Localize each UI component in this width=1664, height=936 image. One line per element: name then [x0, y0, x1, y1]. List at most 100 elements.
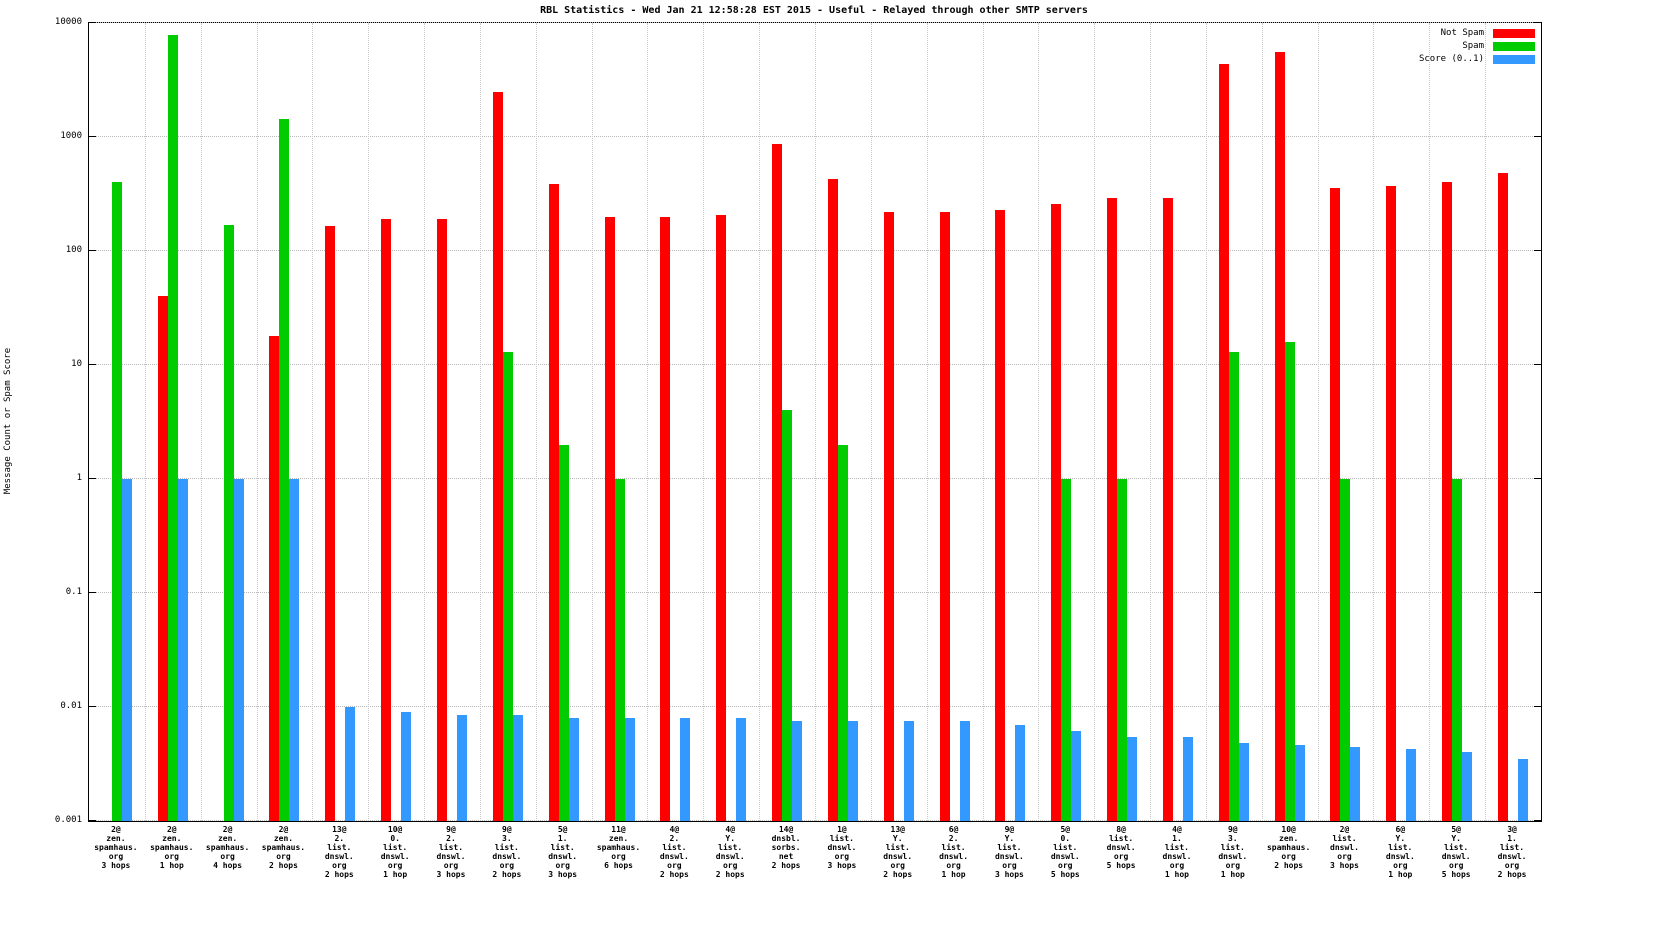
v-gridline — [815, 23, 816, 821]
x-axis-label-line: org — [834, 852, 850, 861]
x-axis-label-line: list. — [1499, 843, 1525, 852]
x-axis-label-line: dnswl. — [1330, 843, 1359, 852]
bars-layer — [89, 23, 1541, 821]
x-axis-label: 4@ 2. list. dnswl. org 2 hops — [646, 825, 702, 879]
x-axis-label-line: dnswl. — [1162, 852, 1192, 861]
x-axis-label-line: 2. — [669, 834, 680, 843]
x-axis-label-line: Y. — [1451, 834, 1461, 843]
x-axis-label-line: 6 hops — [604, 861, 633, 870]
bar-score-0-1 — [289, 479, 300, 821]
x-axis-label-line: org — [1337, 852, 1352, 861]
x-axis-label-line: org — [499, 861, 515, 870]
x-axis-label-line: org — [387, 861, 403, 870]
y-tickmark — [89, 820, 96, 821]
grid-layer — [89, 22, 1541, 821]
bar-spam — [782, 410, 793, 821]
bar-score-0-1 — [903, 721, 914, 821]
x-axis-label-line: 3 hops — [548, 870, 578, 879]
y-tickmark — [89, 592, 96, 593]
x-axis-label-line: list. — [383, 843, 408, 852]
x-axis-label-line: 4 hops — [213, 861, 243, 870]
x-axis-label-line: zen. — [273, 834, 294, 843]
y-tickmark — [1534, 22, 1541, 23]
v-gridline — [926, 23, 928, 821]
v-gridline — [1205, 23, 1207, 821]
bar-score-0-1 — [1127, 736, 1138, 821]
x-axis-label-line: 10@ — [1281, 825, 1296, 834]
x-axis-label-line: 3 hops — [1330, 861, 1359, 870]
bar-spam — [279, 118, 290, 821]
v-gridline — [200, 23, 202, 821]
x-axis-label-line: 2@ — [1339, 825, 1350, 834]
x-axis-label-line: 13@ — [332, 825, 347, 834]
bar-score-0-1 — [345, 707, 356, 821]
x-axis-label-line: org — [164, 852, 179, 861]
x-axis-label-line: 5@ — [557, 825, 568, 834]
bar-spam — [502, 352, 513, 821]
x-axis-label-line: 1 hop — [159, 861, 184, 870]
x-axis-label-line: dnswl. — [492, 852, 522, 861]
x-axis-label: 2@ zen. spamhaus. org 1 hop — [144, 825, 200, 879]
x-axis-label: 9@ 2. list. dnswl. org 3 hops — [423, 825, 479, 879]
x-axis-label-line: 2@ — [166, 825, 177, 834]
x-axis-label-line: 6@ — [948, 825, 959, 834]
x-axis-label: 9@ 3. list. dnswl. org 2 hops — [479, 825, 535, 879]
x-axis-label-line: list. — [941, 843, 966, 852]
x-axis-label-line: 2 hops — [715, 870, 745, 879]
bar-group — [145, 23, 201, 821]
x-axis-label-line: 2. — [446, 834, 456, 843]
x-axis-label: 13@ 2. list. dnswl. org 2 hops — [311, 825, 367, 879]
x-axis-label: 6@ Y. list. dnswl. org 1 hop — [1372, 825, 1428, 879]
x-axis-label-line: org — [1281, 852, 1296, 861]
x-axis-label-line: 2 hops — [659, 870, 689, 879]
x-axis-label: 5@ 1. list. dnswl. org 3 hops — [535, 825, 591, 879]
x-axis-label-line: dnswl. — [994, 852, 1024, 861]
x-axis-label-line: org — [1002, 861, 1017, 870]
x-axis-label-line: 14@ — [778, 825, 794, 834]
bar-score-0-1 — [1015, 724, 1026, 821]
bar-spam — [111, 182, 122, 821]
x-axis-label-line: 2@ — [222, 825, 233, 834]
x-axis-label-line: dnswl. — [883, 852, 913, 861]
x-axis-label-line: org — [890, 861, 905, 870]
bar-score-0-1 — [1406, 748, 1417, 821]
x-axis-label-line: list. — [1109, 834, 1134, 843]
bar-spam — [1340, 479, 1351, 821]
x-axis-label-line: spamhaus. — [261, 843, 306, 852]
x-axis-label-line: 1. — [1172, 834, 1182, 843]
bar-group — [647, 23, 703, 821]
v-gridline — [759, 23, 761, 821]
x-axis-label-line: zen. — [1279, 834, 1299, 843]
bar-spam — [223, 224, 234, 821]
x-axis-label-line: dnswl. — [1218, 852, 1248, 861]
x-axis-label-line: 2@ — [111, 825, 121, 834]
x-axis-label: 5@ 0. list. dnswl. org 5 hops — [1037, 825, 1093, 879]
bar-not-spam — [939, 211, 950, 821]
y-tickmark — [89, 478, 96, 479]
chart-title: RBL Statistics - Wed Jan 21 12:58:28 EST… — [540, 5, 1088, 16]
bar-group — [536, 23, 592, 821]
x-axis-label-line: org — [276, 852, 291, 861]
bar-group — [89, 23, 145, 821]
bar-group — [1485, 23, 1541, 821]
x-axis-label-line: list. — [1164, 843, 1189, 852]
x-axis-label: 2@ zen. spamhaus. org 4 hops — [200, 825, 256, 879]
bar-group — [1429, 23, 1485, 821]
y-tickmark — [1534, 136, 1541, 137]
x-axis-label-line: dnswl. — [1385, 852, 1415, 861]
x-axis-label-line: dnswl. — [324, 852, 354, 861]
y-tickmark — [1534, 706, 1541, 707]
x-axis-label-line: 1. — [1507, 834, 1517, 843]
x-axis-label-line: org — [1225, 861, 1241, 870]
bar-score-0-1 — [401, 712, 412, 821]
x-axis-label-line: org — [555, 861, 570, 870]
x-axis-label: 10@ zen. spamhaus. org 2 hops — [1261, 825, 1317, 879]
legend-item: Spam — [1419, 41, 1535, 51]
x-axis-label-line: dnswl. — [1441, 852, 1471, 861]
x-axis-label-line: list. — [1220, 843, 1245, 852]
legend: Not Spam Spam Score (0..1) — [1419, 28, 1535, 64]
bar-not-spam — [381, 219, 392, 821]
bar-spam — [167, 35, 178, 821]
v-gridline — [1261, 23, 1263, 821]
bar-group — [257, 23, 313, 821]
